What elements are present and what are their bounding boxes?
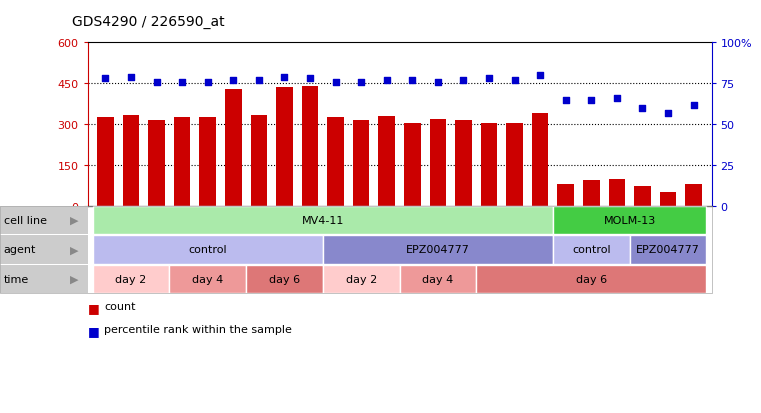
Point — [508, 78, 521, 84]
Point — [304, 76, 316, 83]
Text: day 2: day 2 — [116, 274, 147, 284]
Point — [457, 78, 470, 84]
Text: ■: ■ — [88, 301, 99, 314]
Point — [279, 74, 291, 81]
Point — [100, 76, 112, 83]
Bar — [634, 186, 651, 206]
Bar — [199, 118, 216, 206]
Point — [151, 79, 163, 86]
Point — [355, 79, 368, 86]
Bar — [123, 115, 139, 206]
Bar — [583, 180, 600, 206]
Bar — [404, 123, 421, 206]
Text: cell line: cell line — [4, 216, 47, 225]
Point — [228, 78, 240, 84]
Text: ▶: ▶ — [69, 274, 78, 284]
Text: MV4-11: MV4-11 — [301, 216, 344, 225]
Text: MOLM-13: MOLM-13 — [603, 216, 656, 225]
Point — [585, 97, 597, 104]
Point — [662, 110, 674, 117]
Text: ▶: ▶ — [69, 245, 78, 255]
Bar — [276, 88, 293, 206]
Bar — [225, 90, 241, 206]
Bar — [148, 121, 165, 206]
Bar — [327, 118, 344, 206]
Text: GDS4290 / 226590_at: GDS4290 / 226590_at — [72, 15, 225, 29]
Text: control: control — [572, 245, 610, 255]
Point — [253, 78, 265, 84]
Point — [534, 73, 546, 79]
Bar — [301, 87, 318, 206]
Text: EPZ004777: EPZ004777 — [406, 245, 470, 255]
Bar — [609, 179, 626, 206]
Text: ■: ■ — [88, 324, 99, 337]
Bar — [174, 118, 190, 206]
Text: day 6: day 6 — [269, 274, 300, 284]
Bar — [378, 117, 395, 206]
Bar — [481, 123, 498, 206]
Text: day 6: day 6 — [576, 274, 607, 284]
Bar — [686, 185, 702, 206]
Point — [380, 78, 393, 84]
Point — [636, 105, 648, 112]
Text: agent: agent — [4, 245, 37, 255]
Point — [125, 74, 137, 81]
Text: day 4: day 4 — [422, 274, 454, 284]
Text: control: control — [189, 245, 227, 255]
Bar — [97, 118, 113, 206]
Point — [431, 79, 444, 86]
Bar — [455, 121, 472, 206]
Bar — [506, 123, 523, 206]
Bar — [532, 114, 549, 206]
Bar — [558, 185, 574, 206]
Point — [559, 97, 572, 104]
Point — [330, 79, 342, 86]
Point — [611, 95, 623, 102]
Text: count: count — [104, 301, 135, 311]
Bar — [353, 121, 370, 206]
Point — [406, 78, 419, 84]
Text: ▶: ▶ — [69, 216, 78, 225]
Point — [176, 79, 188, 86]
Bar — [660, 193, 677, 206]
Text: day 2: day 2 — [345, 274, 377, 284]
Bar — [429, 119, 446, 206]
Bar — [250, 115, 267, 206]
Text: EPZ004777: EPZ004777 — [636, 245, 700, 255]
Point — [483, 76, 495, 83]
Text: percentile rank within the sample: percentile rank within the sample — [104, 324, 292, 334]
Point — [202, 79, 214, 86]
Text: day 4: day 4 — [192, 274, 223, 284]
Point — [687, 102, 699, 109]
Text: time: time — [4, 274, 29, 284]
